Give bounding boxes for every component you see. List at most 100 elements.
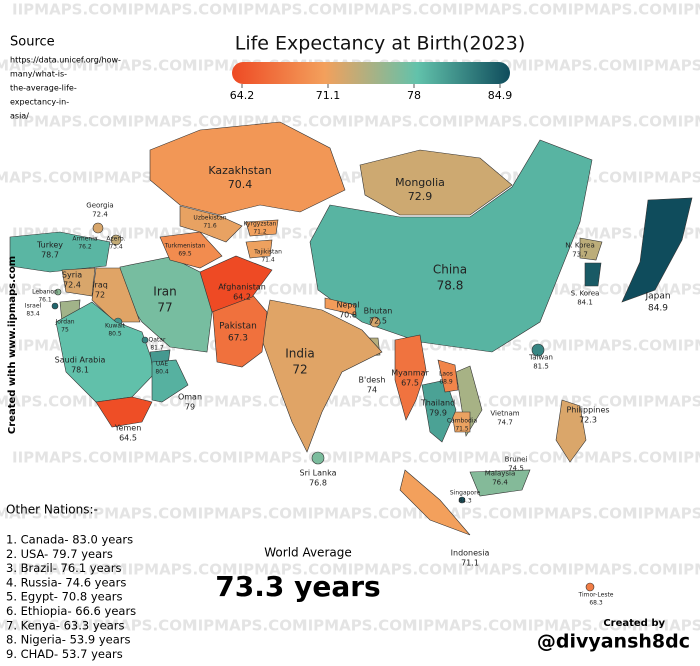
country-value: 75 [61, 326, 69, 333]
country-name: Sri Lanka [300, 468, 337, 477]
country-shape [421, 379, 457, 443]
watermark: IIPMAPS.COM [232, 449, 347, 467]
country-name: Malaysia [485, 469, 516, 477]
watermark: IIPMAPS.COM [342, 1, 457, 19]
legend-tick-label: 64.2 [230, 89, 255, 102]
country-name: Jordan [54, 319, 74, 326]
watermark: IIPMAPS.COM [302, 393, 417, 411]
watermark: IIPMAPS.COM [342, 113, 457, 131]
country-name: Thailand [420, 398, 455, 407]
country-name: China [433, 263, 467, 277]
country-shape [61, 267, 96, 297]
watermark: IIPMAPS.COM [122, 113, 237, 131]
other-nation: 3. Brazil- 76.1 years [6, 561, 121, 575]
country-shape [531, 343, 545, 357]
watermark: IIPMAPS.COM [632, 169, 700, 187]
country-name: Timor-Leste [577, 592, 613, 599]
country-value: 74 [367, 386, 377, 395]
country-shape [455, 365, 483, 437]
country-value: 72 [95, 291, 105, 300]
country-shape [261, 299, 383, 453]
other-nation: 1. Canada- 83.0 years [6, 533, 133, 547]
watermark: IIPMAPS.COM [632, 505, 700, 523]
country-value: 79.9 [429, 409, 447, 418]
watermark: IIPMAPS.COM [122, 1, 237, 19]
watermark: IIPMAPS.COM [342, 449, 457, 467]
country-name: Iran [153, 285, 176, 299]
country-value: 72.4 [92, 211, 108, 219]
other-nation: 9. CHAD- 53.7 years [6, 647, 123, 661]
other-nation: 4. Russia- 74.6 years [6, 575, 126, 589]
watermark: IIPMAPS.COM [562, 113, 677, 131]
country-name: Tajikistan [253, 249, 282, 256]
watermark: IIPMAPS.COM [82, 505, 197, 523]
country-value: 64.5 [119, 434, 137, 443]
watermark: IIPMAPS.COM [12, 1, 127, 19]
other-nation: 8. Nigeria- 53.9 years [6, 633, 130, 647]
country-name: Taiwan [528, 353, 553, 361]
country-value: 81.7 [150, 344, 164, 351]
legend-tick-label: 71.1 [316, 89, 341, 102]
watermark: IIPMAPS.COM [562, 449, 677, 467]
watermark: IIPMAPS.COM [122, 449, 237, 467]
watermark: IIPMAPS.COM [12, 449, 127, 467]
other-nations-title: Other Nations:- [6, 503, 98, 517]
watermark: IIPMAPS.COM [452, 113, 567, 131]
country-name: Mongolia [395, 176, 445, 189]
legend-title: Life Expectancy at Birth(2023) [235, 33, 526, 55]
country-name: Nepal [336, 300, 359, 309]
watermark: IIPMAPS.COM [192, 393, 307, 411]
source-line: the-average-life- [10, 84, 77, 93]
country-value: 67.3 [228, 333, 248, 343]
source-line: https://data.unicef.org/how- [10, 56, 121, 65]
watermark: IIPMAPS.COM [562, 1, 677, 19]
watermark: IIPMAPS.COM [452, 1, 567, 19]
country-name: UAE [156, 361, 168, 368]
legend-tick-label: 84.9 [488, 89, 513, 102]
country-name: Laos [439, 371, 453, 378]
country-name: Israel [25, 303, 42, 310]
country-name: Uzbekistan [193, 215, 226, 222]
watermark: IIPMAPS.COM [232, 1, 347, 19]
watermark: IIPMAPS.COM [672, 561, 700, 579]
country-name: S. Korea [571, 289, 600, 297]
country-shape [110, 234, 122, 246]
country-shape [585, 582, 595, 592]
country-name: Georgia [86, 201, 113, 209]
watermark: IIPMAPS.COM [562, 337, 677, 355]
country-name: Qatar [149, 337, 166, 344]
watermark: IIPMAPS.COM [122, 561, 237, 579]
watermark: IIPMAPS.COM [12, 561, 127, 579]
watermark: IIPMAPS.COM [342, 561, 457, 579]
credit-vertical: Created with www.iipmaps.com [7, 256, 18, 434]
source-line: many/what-is- [10, 70, 67, 79]
country-value: 74.7 [497, 419, 513, 427]
country-value: 76.4 [492, 479, 508, 487]
country-shape [369, 316, 381, 328]
country-name: Singapore [450, 490, 481, 497]
watermark: IIPMAPS.COM [302, 505, 417, 523]
world-average-value: 73.3 years [215, 570, 380, 603]
country-value: 68.9 [439, 378, 453, 385]
country-value: 70.8 [339, 311, 357, 320]
watermark: IIPMAPS.COM [672, 113, 700, 131]
country-value: 69.5 [178, 250, 192, 257]
country-value: 74.5 [508, 465, 524, 473]
watermark: IIPMAPS.COM [522, 393, 637, 411]
country-value: 72.9 [408, 190, 433, 203]
country-name: Turkey [36, 240, 63, 249]
country-value: 73.4 [109, 243, 123, 250]
author-label: Created by [603, 618, 665, 629]
country-value: 76.1 [38, 296, 52, 303]
other-nation: 5. Egypt- 70.8 years [6, 590, 123, 604]
country-value: 76.2 [78, 243, 92, 250]
country-name: Lebanon [32, 289, 58, 296]
legend-tick-label: 78 [407, 89, 421, 102]
watermark: IIPMAPS.COM [82, 617, 197, 635]
other-nation: 6. Ethiopia- 66.6 years [6, 604, 136, 618]
country-value: 79 [185, 403, 195, 412]
watermark: IIPMAPS.COM [672, 449, 700, 467]
country-value: 72.4 [63, 281, 81, 290]
country-value: 71.2 [253, 228, 267, 235]
legend-bar [232, 62, 510, 84]
